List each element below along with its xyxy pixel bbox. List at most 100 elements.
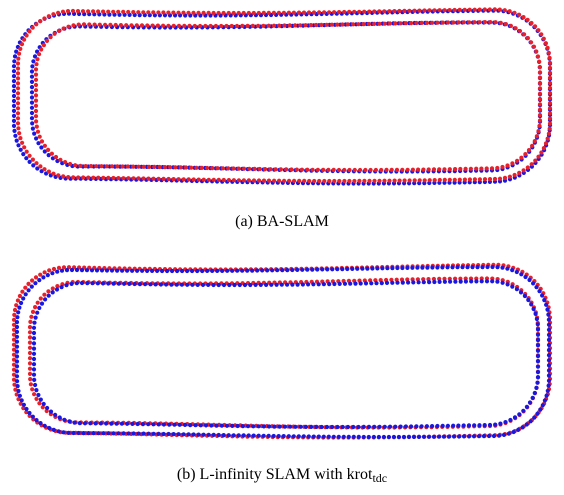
trajectory-b-blue-point bbox=[440, 265, 445, 270]
trajectory-b-inner-blue-point bbox=[414, 424, 419, 429]
trajectory-a-inner-red-point bbox=[517, 28, 523, 34]
trajectory-b-inner-blue-point bbox=[109, 421, 114, 426]
trajectory-b-inner-blue-point bbox=[235, 423, 240, 429]
trajectory-b-blue-point bbox=[430, 265, 435, 270]
trajectory-a-blue-point bbox=[11, 69, 17, 74]
trajectory-a-inner-red-point bbox=[537, 123, 542, 128]
trajectory-a-red-point bbox=[337, 178, 342, 184]
trajectory-b-inner-red-point bbox=[40, 405, 45, 410]
trajectory-a-red-point bbox=[161, 10, 166, 15]
trajectory-b-inner-blue-point bbox=[114, 421, 119, 426]
trajectory-a-red-point bbox=[38, 164, 43, 169]
trajectory-a-inner-blue-point bbox=[30, 64, 35, 69]
trajectory-a-inner-red-point bbox=[453, 167, 458, 172]
trajectory-b-blue-point bbox=[206, 432, 211, 437]
trajectory-a-red-point bbox=[517, 170, 522, 175]
trajectory-a-red-point bbox=[457, 177, 462, 182]
trajectory-b-blue-point bbox=[16, 388, 21, 394]
trajectory-b-inner-red-point bbox=[30, 309, 36, 314]
trajectory-b-inner-blue-point bbox=[122, 281, 127, 286]
trajectory-b-inner-blue-point bbox=[93, 421, 98, 426]
trajectory-b-inner-blue-point bbox=[31, 346, 37, 351]
trajectory-b-blue-point bbox=[315, 267, 320, 272]
trajectory-b-red-point bbox=[11, 342, 17, 347]
trajectory-a-red-point bbox=[156, 10, 161, 15]
trajectory-b-red-point bbox=[11, 332, 17, 337]
trajectory-a-inner-red-point bbox=[205, 165, 210, 171]
caption-a: (a) BA-SLAM bbox=[0, 213, 564, 231]
trajectory-b-blue-point bbox=[14, 349, 20, 354]
trajectory-b-blue-point bbox=[510, 268, 515, 273]
trajectory-a-red-point bbox=[337, 10, 342, 15]
trajectory-a-red-point bbox=[529, 162, 534, 167]
trajectory-b-blue-point bbox=[360, 266, 365, 271]
trajectory-a-red-point bbox=[101, 9, 106, 14]
trajectory-a-inner-red-point bbox=[537, 59, 542, 64]
trajectory-b-blue-point bbox=[141, 431, 146, 436]
trajectory-a-inner-red-point bbox=[363, 167, 368, 173]
trajectory-b-blue-point bbox=[380, 266, 385, 271]
trajectory-b-inner-blue-point bbox=[100, 281, 106, 286]
trajectory-b-inner-blue-point bbox=[534, 385, 539, 390]
trajectory-a-inner-red-point bbox=[63, 160, 68, 165]
trajectory-b-blue-point bbox=[531, 281, 536, 286]
trajectory-a-red-point bbox=[397, 8, 402, 14]
trajectory-a-red-point bbox=[65, 9, 71, 14]
trajectory-b-inner-blue-point bbox=[31, 336, 37, 341]
trajectory-b-inner-blue-point bbox=[53, 412, 58, 417]
trajectory-a-inner-red-point bbox=[305, 167, 310, 172]
trajectory-a-red-point bbox=[251, 10, 256, 16]
trajectory-a-inner-red-point bbox=[356, 22, 361, 27]
trajectory-a-red-point bbox=[547, 101, 553, 106]
trajectory-b-blue-point bbox=[546, 327, 552, 332]
trajectory-a-red-point bbox=[502, 175, 508, 180]
trajectory-b-blue-point bbox=[501, 432, 507, 437]
trajectory-b-inner-blue-point bbox=[535, 327, 541, 332]
trajectory-a-inner-red-point bbox=[405, 167, 410, 172]
trajectory-b-inner-blue-point bbox=[88, 421, 93, 426]
trajectory-b-red-point bbox=[15, 298, 20, 303]
trajectory-a-red-point bbox=[51, 12, 56, 17]
trajectory-a-inner-red-point bbox=[440, 20, 445, 25]
trajectory-a-inner-red-point bbox=[531, 44, 537, 49]
trajectory-b-blue-point bbox=[285, 268, 290, 273]
trajectory-a-inner-red-point bbox=[414, 20, 419, 26]
trajectory-a-inner-blue-point bbox=[29, 74, 35, 79]
trajectory-a-red-point bbox=[462, 7, 467, 12]
trajectory-b-blue-point bbox=[300, 267, 305, 272]
trajectory-b-inner-blue-point bbox=[182, 422, 188, 427]
trajectory-b-blue-point bbox=[186, 432, 191, 437]
trajectory-b-blue-point bbox=[346, 434, 351, 439]
trajectory-b-inner-blue-point bbox=[38, 397, 43, 402]
trajectory-a-inner-red-point bbox=[530, 143, 535, 148]
caption-b: (b) L-infinity SLAM with krottdc bbox=[0, 466, 564, 485]
trajectory-a-inner-red-point bbox=[421, 167, 426, 172]
trajectory-b-inner-red-point bbox=[27, 340, 33, 345]
trajectory-a-inner-red-point bbox=[141, 164, 146, 169]
trajectory-b-blue-point bbox=[546, 312, 551, 317]
trajectory-b-inner-blue-point bbox=[377, 424, 382, 429]
trajectory-a-inner-red-point bbox=[513, 26, 518, 31]
caption-b-text-sub: tdc bbox=[372, 471, 388, 485]
trajectory-a-blue-point bbox=[11, 98, 17, 104]
trajectory-b-red-point bbox=[17, 293, 22, 299]
trajectory-a-red-point bbox=[332, 10, 337, 15]
trajectory-b-inner-blue-point bbox=[409, 424, 414, 429]
trajectory-a-inner-blue-point bbox=[29, 116, 35, 121]
trajectory-b-inner-red-point bbox=[55, 284, 60, 289]
trajectory-b-blue-point bbox=[115, 268, 120, 273]
trajectory-b-blue-point bbox=[275, 268, 280, 273]
trajectory-a-inner-red-point bbox=[537, 80, 543, 86]
trajectory-a-inner-red-point bbox=[198, 23, 203, 29]
trajectory-b-blue-point bbox=[296, 434, 301, 439]
trajectory-a-red-point bbox=[462, 177, 467, 182]
trajectory-b-blue-point bbox=[270, 268, 275, 273]
trajectory-b-inner-blue-point bbox=[200, 282, 206, 287]
trajectory-b-inner-blue-point bbox=[211, 282, 216, 288]
trajectory-b-inner-blue-point bbox=[36, 392, 41, 398]
trajectory-b-inner-blue-point bbox=[487, 422, 493, 428]
trajectory-b-inner-blue-point bbox=[221, 282, 227, 288]
trajectory-a-inner-red-point bbox=[442, 167, 447, 172]
trajectory-a-red-point bbox=[437, 177, 442, 183]
trajectory-b-inner-blue-point bbox=[369, 281, 374, 286]
